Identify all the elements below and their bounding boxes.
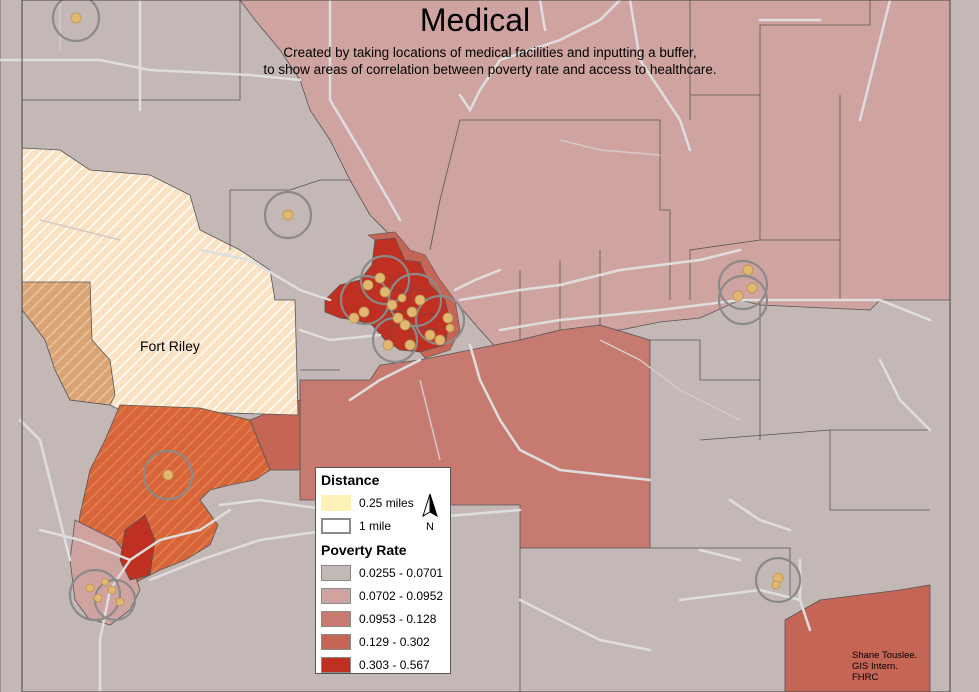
subtitle-line-1: Created by taking locations of medical f…	[283, 45, 697, 60]
roads-minor	[39, 0, 741, 461]
legend: Distance 0.25 miles 1 mile N Poverty Rat…	[315, 467, 451, 674]
north-label: N	[426, 521, 434, 533]
legend-label: 0.0255 - 0.0701	[359, 566, 444, 580]
map-neatline	[21, 0, 951, 692]
map-subtitle: Created by taking locations of medical f…	[0, 44, 979, 78]
map-title: Medical	[419, 2, 531, 38]
legend-label: 0.25 miles	[359, 496, 414, 510]
legend-label: 0.0953 - 0.128	[359, 612, 437, 626]
credit-line: GIS Intern.	[852, 661, 898, 672]
tract-lines-northeast	[429, 0, 871, 340]
north-arrow-icon: N	[422, 493, 438, 533]
legend-swatch	[321, 588, 351, 604]
legend-distance-title: Distance	[321, 472, 380, 488]
fort-riley-west	[21, 281, 116, 406]
legend-swatch	[321, 495, 351, 511]
legend-label: 0.129 - 0.302	[359, 635, 430, 649]
subtitle-line-2: to show areas of correlation between pov…	[263, 62, 717, 77]
legend-swatch	[321, 634, 351, 650]
legend-label: 1 mile	[359, 519, 392, 533]
medical-facilities	[70, 12, 784, 607]
tract-southeast	[784, 584, 931, 692]
legend-label: 0.303 - 0.567	[359, 658, 430, 672]
legend-swatch	[321, 518, 351, 534]
legend-swatch	[321, 565, 351, 581]
legend-swatch	[321, 657, 351, 673]
credit-line: FHRC	[852, 672, 879, 683]
place-label-fort-riley: Fort Riley	[140, 338, 200, 354]
legend-poverty-title: Poverty Rate	[321, 542, 407, 558]
author-credit: Shane Touslee. GIS Intern. FHRC	[852, 650, 917, 683]
credit-line: Shane Touslee.	[852, 650, 918, 661]
legend-label: 0.0702 - 0.0952	[359, 589, 444, 603]
legend-swatch	[321, 611, 351, 627]
